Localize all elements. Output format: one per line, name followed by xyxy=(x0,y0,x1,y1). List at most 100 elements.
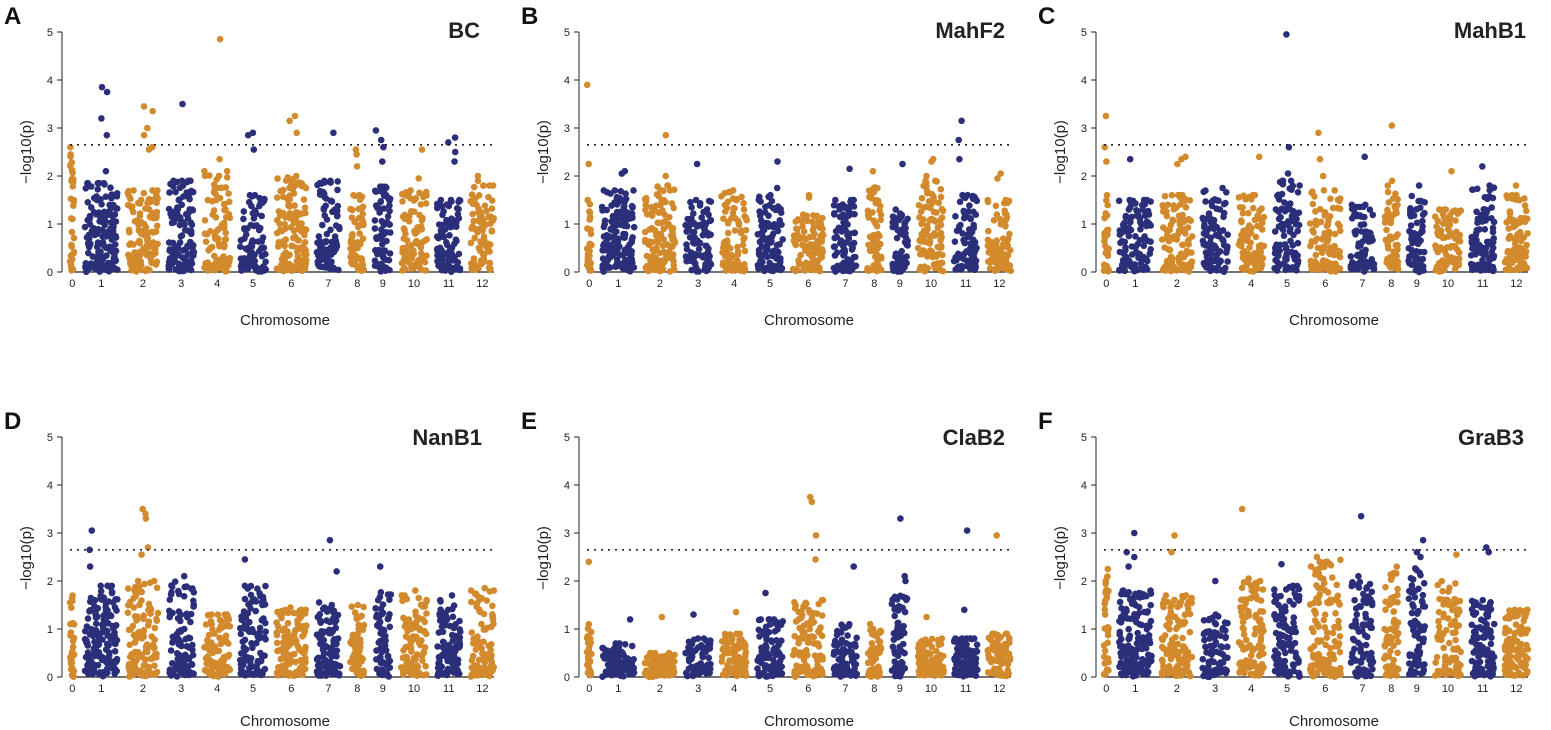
snp-point xyxy=(241,595,249,603)
snp-point xyxy=(102,646,110,653)
snp-point xyxy=(138,227,145,235)
snp-point xyxy=(999,254,1007,261)
snp-point xyxy=(920,216,927,223)
snp-point xyxy=(642,206,649,214)
snp-point xyxy=(1415,268,1423,276)
snp-point xyxy=(88,626,95,633)
snp-point xyxy=(470,217,478,225)
snp-point xyxy=(284,619,292,627)
snp-point xyxy=(377,653,384,661)
snp-point xyxy=(1166,246,1174,254)
snp-point xyxy=(472,646,480,653)
snp-point xyxy=(1336,253,1344,261)
snp-point xyxy=(448,264,456,272)
snp-point xyxy=(1163,212,1171,220)
snp-point xyxy=(1206,225,1213,232)
snp-point xyxy=(664,182,671,189)
snp-point xyxy=(89,632,97,640)
snp-point xyxy=(1355,240,1362,247)
snp-point xyxy=(1407,222,1415,229)
snp-point xyxy=(486,266,494,274)
snp-point xyxy=(993,237,1000,244)
y-axis-label: −log10(p) xyxy=(18,120,35,184)
snp-point xyxy=(101,181,108,188)
snp-point xyxy=(257,671,264,679)
snp-point xyxy=(652,254,660,261)
snp-point xyxy=(373,665,381,673)
snp-point xyxy=(202,238,210,245)
snp-point xyxy=(214,235,222,242)
snp-peak-point xyxy=(376,563,384,570)
x-ticks: 0 1 2 3 4 5 6 7 8 9 10 11 12 xyxy=(69,278,488,290)
snp-point xyxy=(187,177,194,185)
snp-point xyxy=(1521,202,1529,209)
snp-peak-point xyxy=(774,158,781,165)
x-tick-label: 11 xyxy=(443,278,454,290)
snp-point xyxy=(189,641,196,649)
snp-point xyxy=(147,606,155,613)
snp-point xyxy=(68,159,76,166)
snp-point xyxy=(608,218,615,225)
snp-point xyxy=(682,221,689,229)
snp-point xyxy=(93,243,101,251)
snp-point xyxy=(210,181,218,188)
snp-point xyxy=(1177,250,1185,257)
snp-point xyxy=(870,188,878,196)
snp-peak-point xyxy=(286,117,293,125)
snp-point xyxy=(1126,204,1134,211)
snp-point xyxy=(811,249,818,256)
snp-point xyxy=(901,238,909,246)
snp-point xyxy=(262,636,269,643)
snp-point xyxy=(360,603,367,611)
snp-point xyxy=(1479,256,1486,264)
snp-point xyxy=(1137,260,1145,267)
snp-point xyxy=(1451,255,1458,262)
snp-point xyxy=(1486,256,1493,264)
snp-point xyxy=(113,657,120,665)
snp-point xyxy=(993,211,1001,218)
snp-point xyxy=(930,196,938,204)
snp-point xyxy=(1410,212,1418,219)
y-tick-label: 5 xyxy=(47,432,53,444)
snp-point xyxy=(114,596,121,603)
snp-peak-point xyxy=(241,556,249,563)
snp-point xyxy=(99,227,107,235)
snp-point xyxy=(151,197,158,205)
snp-point xyxy=(415,594,423,602)
snp-point xyxy=(184,242,191,250)
snp-point xyxy=(467,239,475,247)
snp-point xyxy=(321,238,329,246)
snp-point xyxy=(445,220,453,228)
snp-point xyxy=(99,628,107,636)
snp-point xyxy=(1164,201,1172,208)
snp-point xyxy=(148,209,156,217)
snp-point xyxy=(240,208,248,215)
snp-point xyxy=(220,201,228,208)
snp-point xyxy=(800,228,808,235)
snp-point xyxy=(1406,227,1413,235)
snp-point xyxy=(1169,216,1176,224)
snp-point xyxy=(1366,229,1373,236)
snp-point xyxy=(152,261,160,268)
snp-peak-point xyxy=(372,127,380,134)
snp-point xyxy=(865,267,873,275)
snp-point xyxy=(142,656,149,663)
snp-point xyxy=(469,210,476,218)
snp-peak-point xyxy=(208,611,215,618)
snp-point xyxy=(82,260,90,267)
snp-point xyxy=(735,219,743,227)
snp-point xyxy=(279,639,287,647)
snp-point xyxy=(1258,205,1265,212)
snp-point xyxy=(992,202,1000,210)
snp-point xyxy=(103,252,110,259)
snp-point xyxy=(93,257,101,265)
snp-point xyxy=(818,253,826,261)
snp-point xyxy=(994,258,1002,266)
snp-point xyxy=(69,648,76,655)
snp-point xyxy=(175,196,183,204)
panel-letter: D xyxy=(4,408,21,435)
snp-point xyxy=(207,639,215,646)
snp-point xyxy=(335,223,343,231)
snp-point xyxy=(140,612,148,619)
snp-peak-point xyxy=(379,158,386,165)
